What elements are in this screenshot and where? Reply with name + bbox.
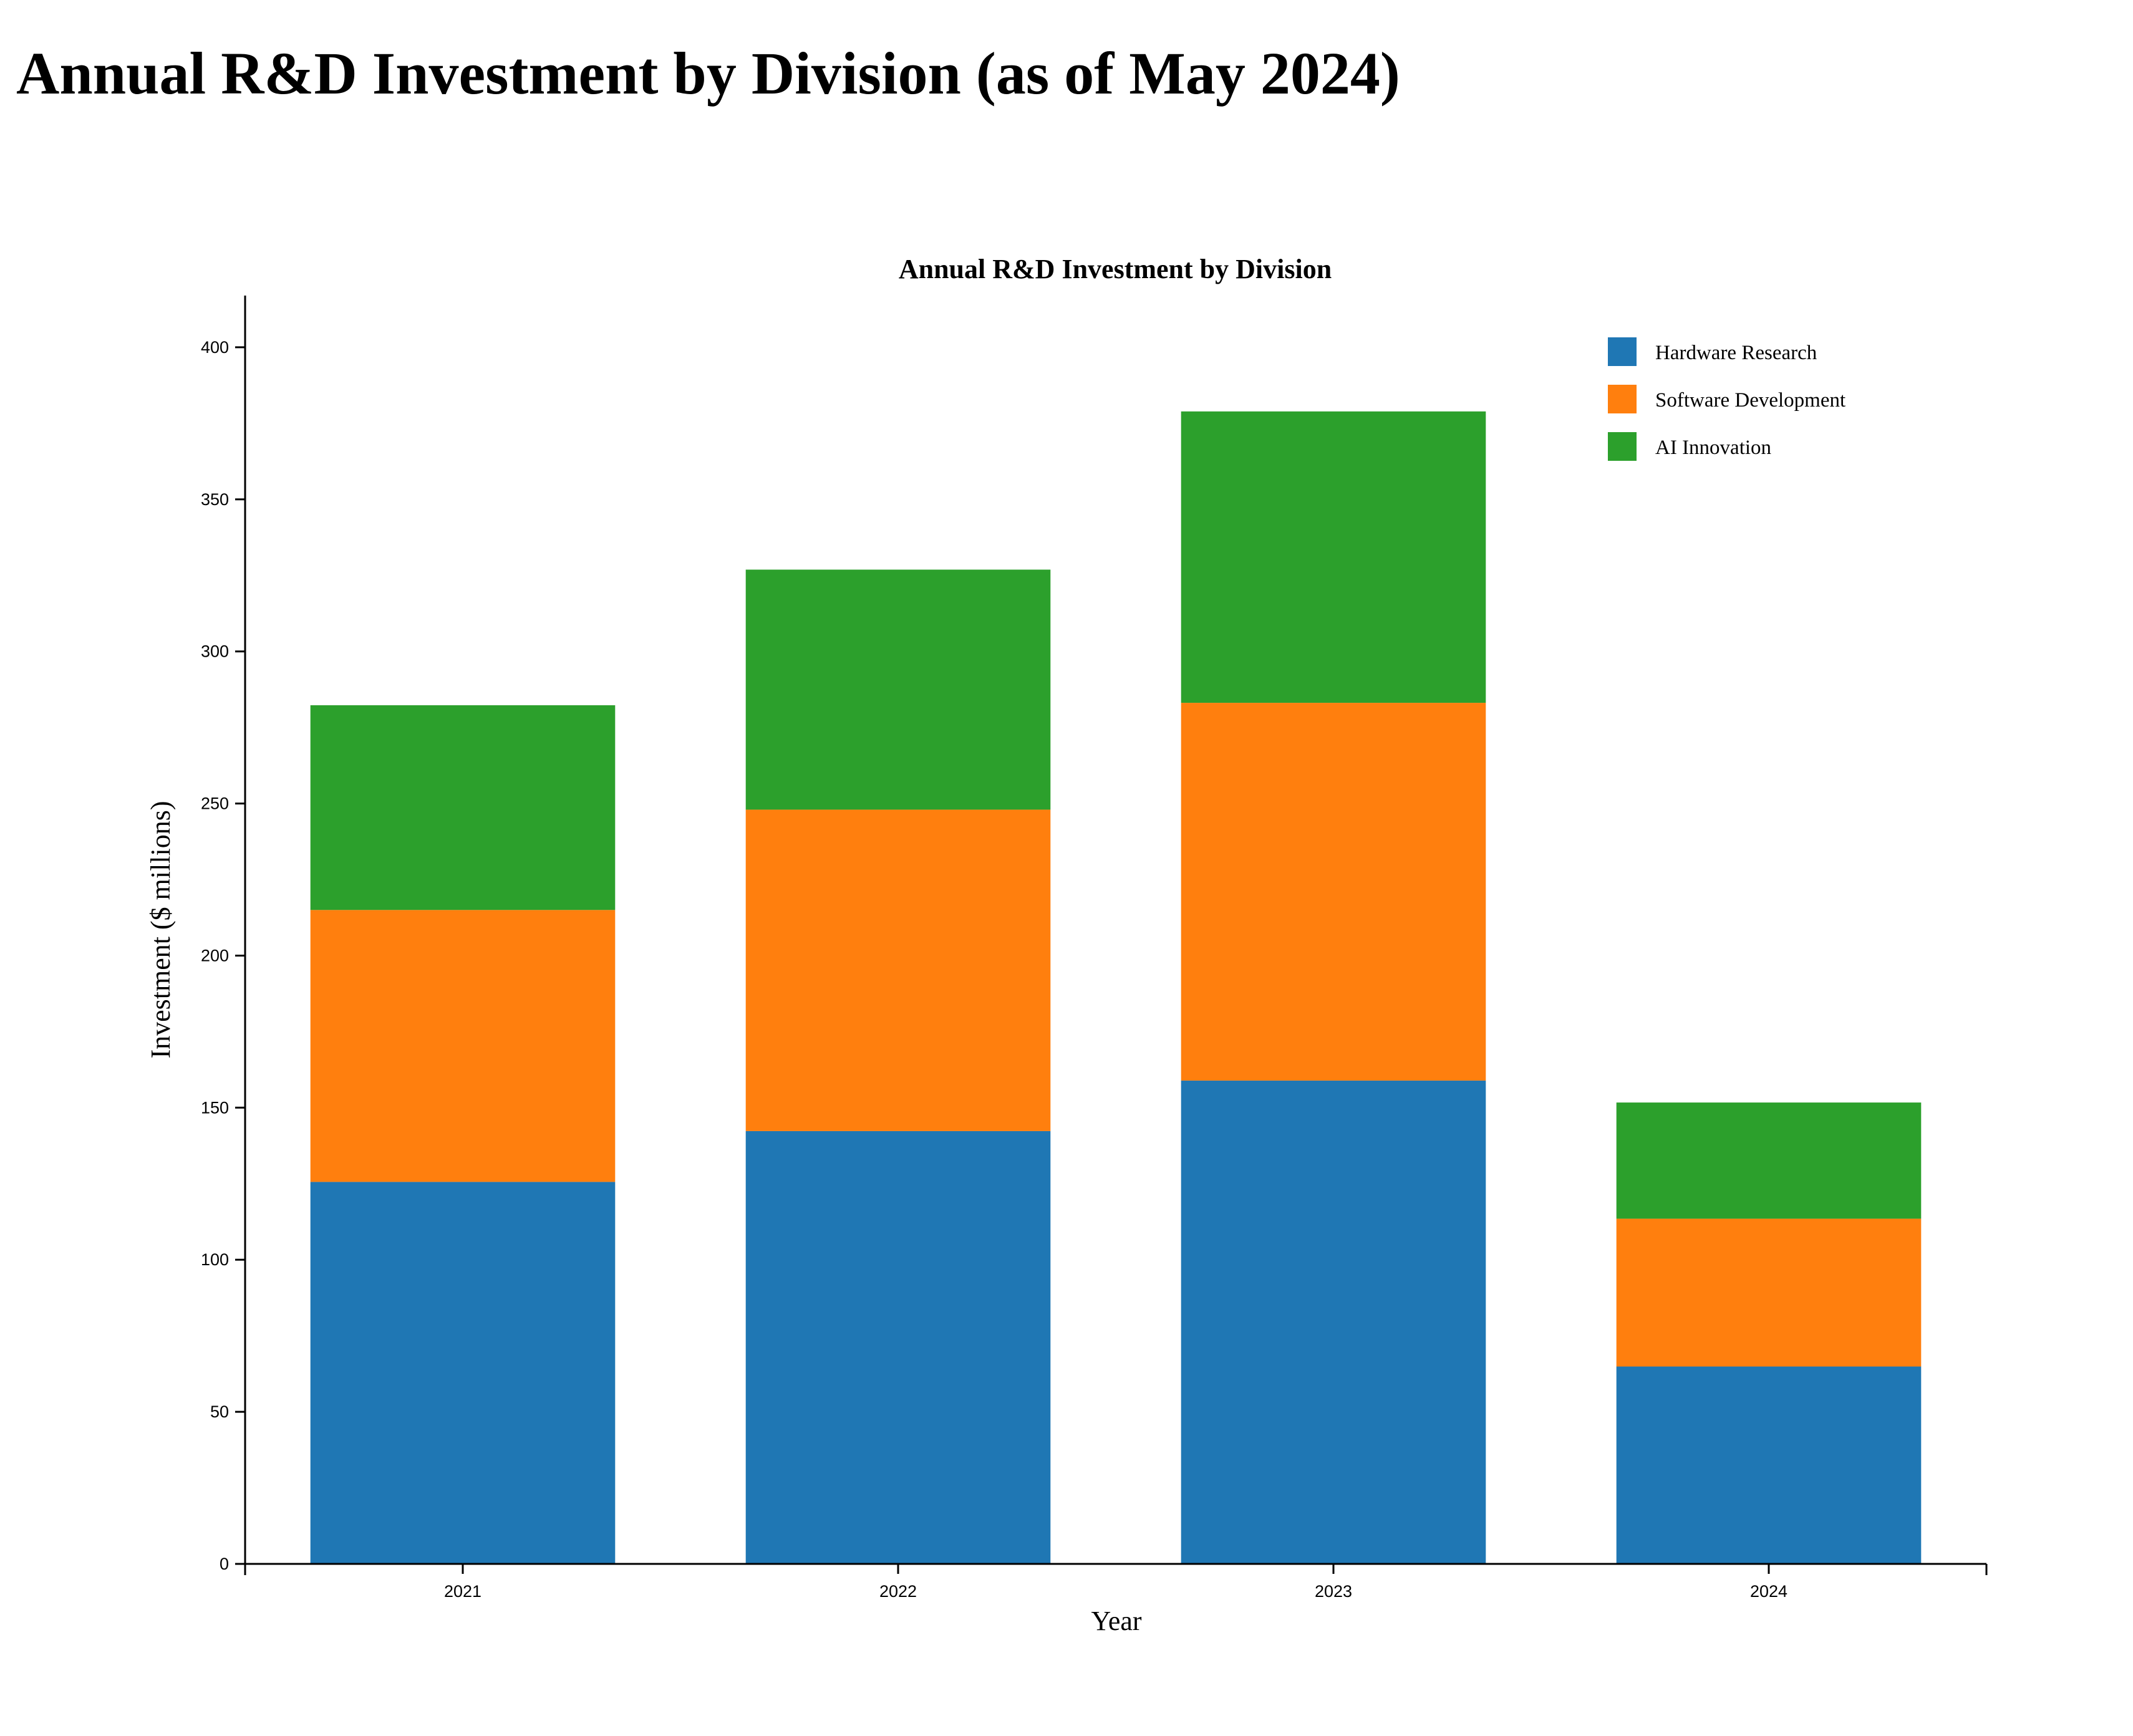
legend-label-series-1: Hardware Research bbox=[1655, 342, 1817, 364]
bar-2024-series-1 bbox=[1616, 1366, 1922, 1564]
x-axis: 2021 2022 2023 2024 bbox=[244, 1563, 1988, 1601]
bar-2024-series-2 bbox=[1616, 1218, 1922, 1367]
x-tick-label-2024: 2024 bbox=[1750, 1582, 1787, 1601]
y-tick-label-200: 200 bbox=[201, 947, 229, 965]
y-tick-label-350: 350 bbox=[201, 490, 229, 509]
y-tick-label-100: 100 bbox=[201, 1250, 229, 1269]
bar-2022-series-1 bbox=[745, 1131, 1051, 1564]
x-tick-label-2023: 2023 bbox=[1315, 1582, 1352, 1601]
legend-label-series-2: Software Development bbox=[1655, 389, 1845, 412]
bar-2022-series-3 bbox=[745, 569, 1051, 810]
page-title: Annual R&D Investment by Division (as of… bbox=[16, 40, 1400, 107]
y-tick-label-150: 150 bbox=[201, 1098, 229, 1117]
y-tick-label-250: 250 bbox=[201, 794, 229, 813]
y-axis-title: Investment ($ millions) bbox=[145, 801, 176, 1058]
bar-2021-series-2 bbox=[310, 910, 616, 1182]
chart-title: Annual R&D Investment by Division bbox=[899, 254, 1332, 284]
legend-swatch-series-1 bbox=[1608, 337, 1637, 366]
x-tick-label-2021: 2021 bbox=[444, 1582, 481, 1601]
y-tick-label-400: 400 bbox=[201, 338, 229, 357]
bar-2021-series-1 bbox=[310, 1182, 616, 1564]
legend-label-series-3: AI Innovation bbox=[1655, 436, 1771, 459]
x-tick-label-2022: 2022 bbox=[879, 1582, 917, 1601]
y-axis: 0 50 100 150 200 250 300 350 400 bbox=[201, 296, 246, 1573]
y-tick-label-0: 0 bbox=[220, 1555, 229, 1573]
bars-layer bbox=[310, 411, 1922, 1564]
bar-2023-series-3 bbox=[1181, 411, 1486, 703]
legend-swatch-series-2 bbox=[1608, 385, 1637, 413]
bar-2023-series-1 bbox=[1181, 1080, 1486, 1564]
bar-2021-series-3 bbox=[310, 705, 616, 910]
legend: Hardware Research Software Development AI … bbox=[1608, 337, 1845, 461]
x-axis-title: Year bbox=[1091, 1606, 1141, 1636]
legend-swatch-series-3 bbox=[1608, 432, 1637, 461]
bar-2024-series-3 bbox=[1616, 1102, 1922, 1219]
y-tick-label-300: 300 bbox=[201, 642, 229, 661]
bar-2023-series-2 bbox=[1181, 703, 1486, 1081]
bar-2022-series-2 bbox=[745, 809, 1051, 1131]
y-tick-label-50: 50 bbox=[210, 1402, 229, 1421]
